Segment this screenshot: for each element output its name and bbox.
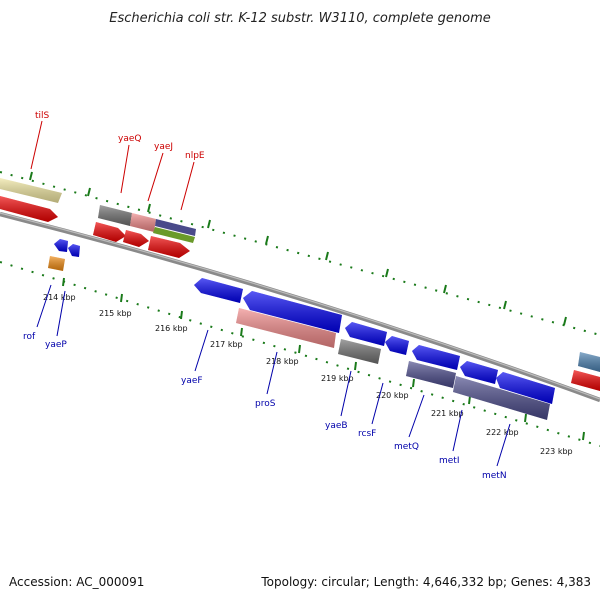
gene-label-metI[interactable]: metI <box>439 456 460 466</box>
forward-features <box>0 178 600 391</box>
genome-summary-text: Topology: circular; Length: 4,646,332 bp… <box>260 575 591 589</box>
outer-tick-track <box>0 171 600 336</box>
gene-label-rcsF[interactable]: rcsF <box>358 429 376 439</box>
gene-label-rof[interactable]: rof <box>23 332 36 342</box>
outer-major-ticks <box>29 171 567 326</box>
forward-gene-labels: tilS yaeQ yaeJ nlpE <box>30 111 205 211</box>
tick-label-215: 215 kbp <box>99 309 132 318</box>
tick-label-217: 217 kbp <box>210 340 243 349</box>
tick-label-223: 223 kbp <box>540 447 573 456</box>
tick-label-216: 216 kbp <box>155 324 188 333</box>
inner-major-ticks <box>62 277 585 441</box>
tick-label-219: 219 kbp <box>321 374 354 383</box>
gene-label-proS[interactable]: proS <box>255 399 276 409</box>
gene-label-nlpE[interactable]: nlpE <box>185 151 205 161</box>
gene-label-yaeQ[interactable]: yaeQ <box>118 134 141 144</box>
gene-label-yaeJ[interactable]: yaeJ <box>154 142 173 152</box>
inner-tick-track <box>0 261 600 447</box>
tick-labels: 214 kbp 215 kbp 216 kbp 217 kbp 218 kbp … <box>43 293 573 456</box>
gene-label-yaeB[interactable]: yaeB <box>325 421 348 431</box>
tick-label-218: 218 kbp <box>266 357 299 366</box>
feature-nlpE-slate[interactable] <box>155 219 196 236</box>
feature-nlpE-olive[interactable] <box>153 227 195 243</box>
gene-label-metQ[interactable]: metQ <box>394 442 419 452</box>
tick-label-222: 222 kbp <box>486 428 519 437</box>
gene-label-yaeF[interactable]: yaeF <box>181 376 203 386</box>
tick-label-221: 221 kbp <box>431 409 464 418</box>
gene-label-yaeP[interactable]: yaeP <box>45 340 67 350</box>
tick-label-214: 214 kbp <box>43 293 76 302</box>
genome-backbone <box>0 211 600 403</box>
map-title: Escherichia coli str. K-12 substr. W3110… <box>109 11 490 26</box>
reverse-gene-labels: rof yaeP yaeF proS yaeB rcsF metQ metI m… <box>23 284 511 481</box>
accession-text: Accession: AC_000091 <box>9 575 144 589</box>
gene-label-tilS[interactable]: tilS <box>35 111 50 121</box>
reverse-features <box>48 239 555 420</box>
gene-label-metN[interactable]: metN <box>482 471 507 481</box>
tick-label-220: 220 kbp <box>376 391 409 400</box>
